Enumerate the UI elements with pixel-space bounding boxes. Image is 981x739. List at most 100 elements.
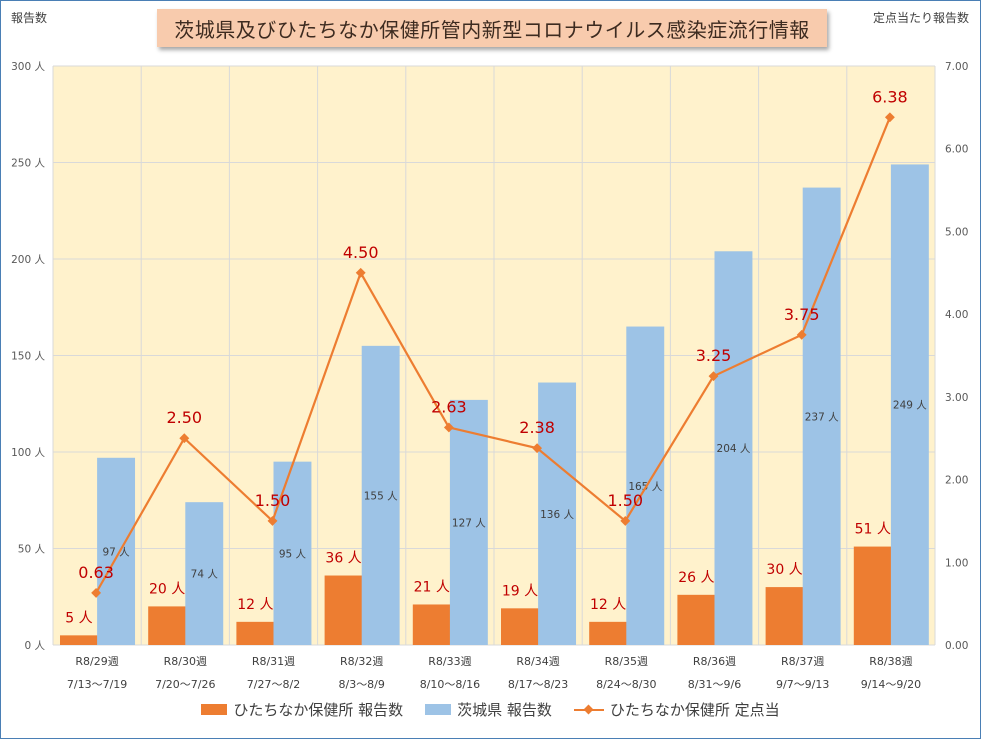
data-label-ibaraki: 155 人	[364, 490, 398, 502]
legend-item-hitachinaka-rate: ひたちなか保健所 定点当	[573, 699, 780, 720]
bar-hitachinaka	[765, 587, 804, 645]
line-point-marker	[620, 515, 631, 526]
bar-ibaraki	[626, 326, 665, 645]
right-tick-label: 0.00	[945, 640, 968, 652]
category-label-week: R8/34週	[516, 655, 559, 668]
left-tick-label: 100 人	[11, 447, 45, 459]
bar-ibaraki	[361, 345, 400, 645]
data-label-hitachinaka: 36 人	[325, 551, 361, 567]
category-label-dates: 7/13～7/19	[67, 678, 127, 691]
line-point-marker	[796, 329, 807, 340]
bar-hitachinaka	[501, 608, 539, 645]
right-tick-label: 1.00	[945, 557, 968, 569]
category-label-week: R8/32週	[340, 655, 383, 668]
data-label-hitachinaka: 51 人	[855, 522, 891, 538]
data-label-ibaraki: 74 人	[191, 569, 219, 581]
line-point-marker	[91, 587, 102, 598]
left-tick-label: 50 人	[18, 544, 46, 556]
category-label-week: R8/38週	[869, 655, 912, 668]
legend-swatch-line	[573, 704, 604, 716]
data-label-hitachinaka: 5 人	[65, 610, 92, 626]
category-label-week: R8/36週	[693, 655, 736, 668]
category-label-dates: 8/31～9/6	[688, 678, 741, 691]
data-label-ibaraki: 127 人	[452, 517, 486, 529]
category-label-dates: 9/7～9/13	[776, 678, 829, 691]
data-label-ibaraki: 95 人	[279, 548, 307, 560]
data-label-rate: 2.63	[431, 397, 467, 416]
category-label-week: R8/33週	[428, 655, 471, 668]
data-label-hitachinaka: 20 人	[149, 581, 185, 597]
bar-hitachinaka	[589, 621, 628, 645]
bar-hitachinaka	[324, 575, 363, 645]
bar-hitachinaka	[412, 604, 451, 645]
bar-hitachinaka	[60, 635, 98, 645]
left-tick-label: 200 人	[11, 254, 45, 266]
bar-ibaraki	[185, 502, 224, 645]
data-label-ibaraki: 249 人	[893, 400, 927, 412]
category-label-dates: 9/14～9/20	[861, 678, 921, 691]
category-label-week: R8/30週	[164, 655, 207, 668]
bar-ibaraki	[890, 164, 929, 645]
category-label-week: R8/35週	[605, 655, 648, 668]
chart-title: 茨城県及びひたちなか保健所管内新型コロナウイルス感染症流行情報	[157, 9, 827, 47]
line-point-marker	[443, 422, 454, 433]
data-label-rate: 2.38	[519, 418, 555, 437]
right-tick-label: 7.00	[945, 61, 968, 73]
right-tick-label: 4.00	[945, 309, 968, 321]
line-point-marker	[532, 443, 543, 454]
legend-swatch-blue	[425, 704, 452, 715]
left-tick-label: 250 人	[11, 158, 45, 170]
category-label-dates: 8/10～8/16	[420, 678, 480, 691]
legend-label: ひたちなか保健所 報告数	[233, 701, 404, 719]
data-label-ibaraki: 97 人	[102, 546, 130, 558]
category-label-dates: 8/24～8/30	[596, 678, 656, 691]
data-label-ibaraki: 136 人	[540, 509, 574, 521]
legend-label: ひたちなか保健所 定点当	[609, 701, 780, 719]
bar-ibaraki	[714, 251, 753, 645]
category-label-week: R8/37週	[781, 655, 824, 668]
category-label-dates: 8/17～8/23	[508, 678, 568, 691]
bar-ibaraki	[449, 399, 488, 645]
left-axis-title: 報告数	[11, 11, 48, 25]
line-point-marker	[267, 515, 278, 526]
data-label-rate: 4.50	[343, 243, 379, 262]
left-tick-label: 150 人	[11, 351, 45, 363]
data-label-hitachinaka: 12 人	[237, 597, 273, 613]
data-label-ibaraki: 204 人	[717, 443, 751, 455]
left-tick-label: 300 人	[11, 61, 45, 73]
line-point-marker	[355, 267, 366, 278]
bar-ibaraki	[273, 461, 312, 645]
data-label-rate: 3.25	[696, 346, 732, 365]
data-label-rate: 1.50	[607, 491, 643, 510]
line-point-marker	[708, 371, 719, 382]
legend-label: 茨城県 報告数	[457, 701, 552, 719]
category-label-dates: 7/20～7/26	[155, 678, 215, 691]
data-label-hitachinaka: 30 人	[766, 562, 802, 578]
data-label-rate: 1.50	[255, 491, 291, 510]
right-tick-label: 5.00	[945, 226, 968, 238]
right-tick-label: 3.00	[945, 392, 968, 404]
legend-item-ibaraki-count: 茨城県 報告数	[425, 699, 552, 720]
right-tick-label: 6.00	[945, 144, 968, 156]
line-point-marker	[884, 112, 895, 123]
bar-hitachinaka	[853, 546, 892, 645]
data-label-rate: 0.63	[78, 563, 114, 582]
data-label-rate: 3.75	[784, 305, 820, 324]
line-point-marker	[179, 433, 190, 444]
data-label-hitachinaka: 12 人	[590, 597, 626, 613]
category-label-dates: 7/27～8/2	[247, 678, 300, 691]
data-label-rate: 6.38	[872, 87, 908, 106]
category-label-week: R8/31週	[252, 655, 295, 668]
bar-ibaraki	[802, 187, 841, 645]
bar-ibaraki	[538, 382, 577, 645]
bar-ibaraki	[97, 457, 136, 645]
legend-item-hitachinaka-count: ひたちなか保健所 報告数	[201, 699, 403, 720]
line-hitachinaka-rate	[95, 116, 891, 594]
data-label-hitachinaka: 26 人	[678, 570, 714, 586]
data-label-rate: 2.50	[166, 408, 202, 427]
chart-legend: ひたちなか保健所 報告数 茨城県 報告数 ひたちなか保健所 定点当	[0, 699, 981, 720]
bar-hitachinaka	[148, 606, 187, 645]
data-label-hitachinaka: 19 人	[502, 583, 538, 599]
right-axis-title: 定点当たり報告数	[872, 11, 969, 25]
